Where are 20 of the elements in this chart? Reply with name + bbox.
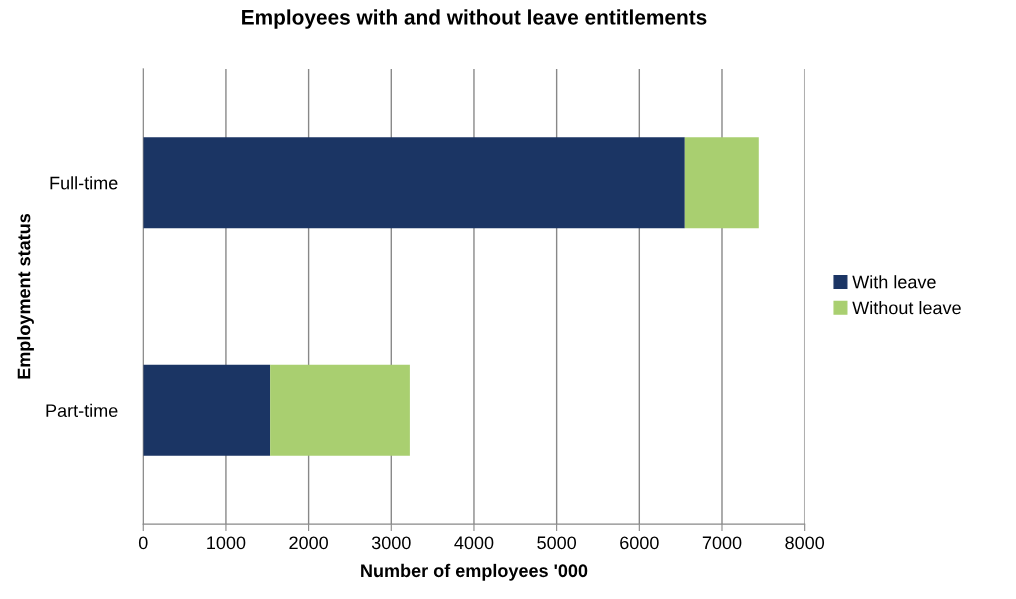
bar	[143, 364, 271, 456]
legend-label: Without leave	[852, 301, 961, 315]
bar	[270, 364, 410, 456]
chart-title: Employees with and without leave entitlements	[242, 9, 707, 29]
x-axis-title: Number of employees '000	[361, 563, 588, 581]
x-tick-label: 8000	[785, 536, 825, 550]
x-tick-label: 0	[138, 536, 148, 550]
y-axis-title: Employment status	[17, 213, 34, 379]
bar	[143, 137, 685, 229]
x-tick-label: 6000	[620, 536, 659, 550]
bar	[684, 137, 759, 229]
x-tick-label: 7000	[702, 536, 742, 550]
x-tick-label: 4000	[454, 536, 494, 550]
y-tick-label: Part-time	[46, 403, 118, 418]
y-tick-label: Full-time	[50, 176, 118, 190]
x-tick-label: 2000	[289, 536, 328, 550]
x-tick-label: 1000	[207, 536, 246, 550]
legend-label: With leave	[852, 275, 936, 289]
x-tick-label: 5000	[537, 536, 577, 550]
x-tick-label: 3000	[371, 536, 411, 550]
